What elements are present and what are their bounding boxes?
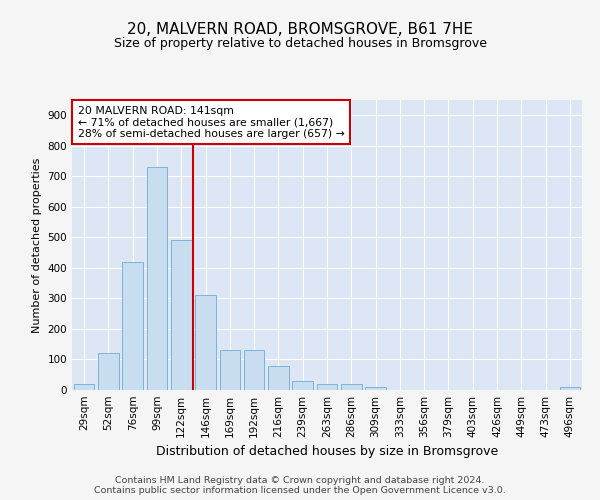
Bar — [220, 350, 240, 390]
Bar — [74, 384, 94, 390]
Text: 20, MALVERN ROAD, BROMSGROVE, B61 7HE: 20, MALVERN ROAD, BROMSGROVE, B61 7HE — [127, 22, 473, 38]
Bar — [317, 384, 337, 390]
Bar — [560, 387, 580, 390]
Bar — [146, 167, 167, 390]
Bar — [98, 354, 119, 390]
Bar — [195, 296, 216, 390]
Bar — [365, 387, 386, 390]
Text: 20 MALVERN ROAD: 141sqm
← 71% of detached houses are smaller (1,667)
28% of semi: 20 MALVERN ROAD: 141sqm ← 71% of detache… — [77, 106, 344, 139]
Bar — [268, 366, 289, 390]
Bar — [171, 240, 191, 390]
Text: Size of property relative to detached houses in Bromsgrove: Size of property relative to detached ho… — [113, 38, 487, 51]
Y-axis label: Number of detached properties: Number of detached properties — [32, 158, 42, 332]
Text: Contains HM Land Registry data © Crown copyright and database right 2024.
Contai: Contains HM Land Registry data © Crown c… — [94, 476, 506, 495]
Bar — [341, 384, 362, 390]
X-axis label: Distribution of detached houses by size in Bromsgrove: Distribution of detached houses by size … — [156, 446, 498, 458]
Bar — [122, 262, 143, 390]
Bar — [292, 381, 313, 390]
Bar — [244, 350, 265, 390]
